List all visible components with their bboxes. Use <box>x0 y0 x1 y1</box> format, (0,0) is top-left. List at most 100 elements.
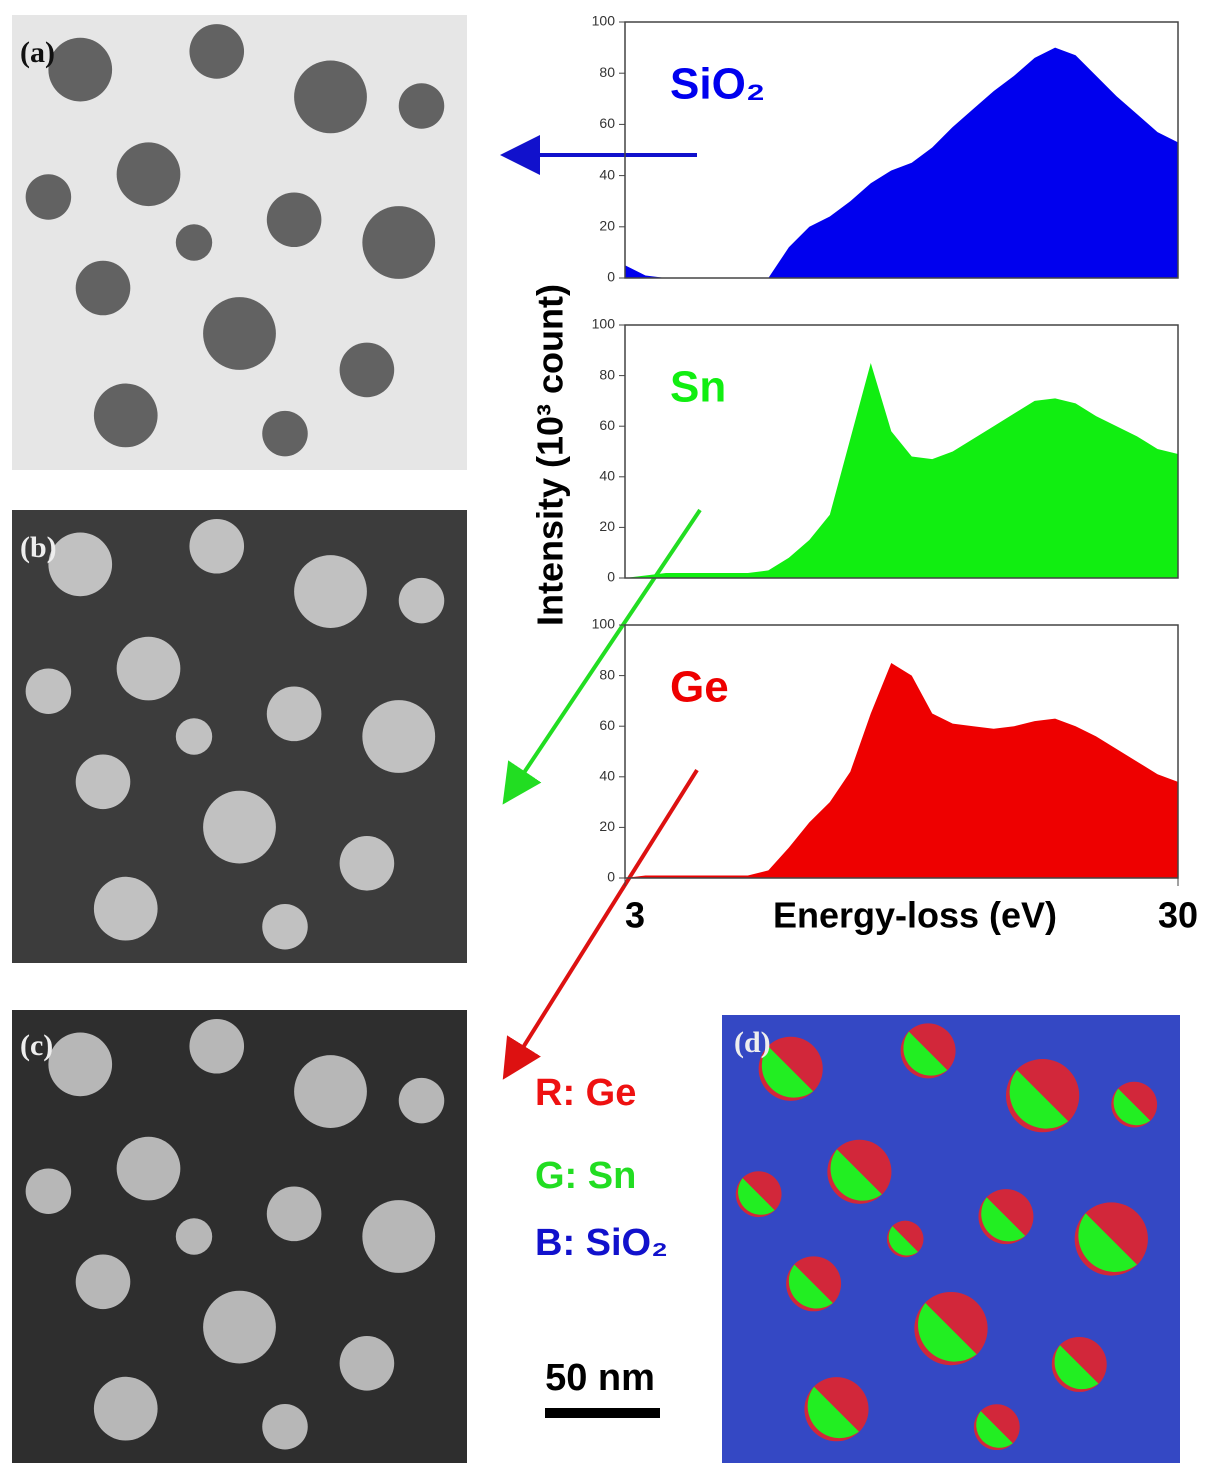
particle-half <box>981 1197 1026 1242</box>
y-tick-label: 40 <box>599 468 615 484</box>
particle-half <box>918 1302 977 1362</box>
legend-entry: B: SiO₂ <box>535 1222 668 1264</box>
y-tick-label: 40 <box>599 166 615 182</box>
plot-frame <box>624 624 1179 879</box>
particle <box>48 37 113 102</box>
panel-label: (a) <box>20 36 55 69</box>
particle-half <box>830 1149 882 1201</box>
particle <box>398 1077 445 1124</box>
area <box>625 47 1178 278</box>
y-tick-label: 80 <box>599 666 615 682</box>
particle <box>75 260 131 316</box>
y-tick-label: 60 <box>599 115 615 131</box>
particle-half <box>1078 1213 1137 1272</box>
y-axis-label: Intensity (10³ count) <box>530 284 571 626</box>
particle <box>262 410 308 457</box>
scale-bar <box>545 1408 660 1418</box>
particle <box>175 1218 213 1255</box>
particle <box>362 206 436 279</box>
particle <box>262 1404 308 1450</box>
particle <box>189 1018 245 1074</box>
particle <box>203 297 276 370</box>
x-tick-label: 3 <box>625 895 645 936</box>
particle <box>25 668 72 714</box>
y-tick-label: 0 <box>607 869 615 885</box>
y-tick-label: 40 <box>599 768 615 784</box>
series-label: Ge <box>670 663 729 712</box>
particle <box>116 636 181 701</box>
y-tick-label: 0 <box>607 269 615 285</box>
particle <box>266 1186 322 1242</box>
x-tick-label: 30 <box>1158 895 1198 936</box>
particle <box>93 1376 158 1441</box>
particle <box>398 577 445 624</box>
particle <box>362 700 436 773</box>
y-tick-label: 20 <box>599 218 615 234</box>
particle-half <box>1009 1069 1069 1129</box>
particle-half <box>1054 1345 1099 1390</box>
particle <box>398 83 445 129</box>
y-tick-label: 20 <box>599 518 615 534</box>
particle-half <box>807 1386 859 1439</box>
particle <box>93 876 158 941</box>
particle <box>25 174 72 220</box>
particle <box>339 342 395 398</box>
y-tick-label: 0 <box>607 569 615 585</box>
y-tick-label: 60 <box>599 417 615 433</box>
particle <box>362 1200 436 1273</box>
particle <box>262 904 308 950</box>
particle-half <box>1113 1088 1151 1126</box>
particle-half <box>903 1031 948 1076</box>
legend-entry: G: Sn <box>535 1155 636 1197</box>
plot-frame <box>624 324 1179 579</box>
particle-half <box>761 1046 814 1098</box>
area <box>625 362 1178 578</box>
particle <box>189 518 245 574</box>
rgb-legend: R: Ge G: Sn B: SiO₂ <box>535 1072 668 1264</box>
panel-label: (c) <box>20 1029 53 1062</box>
legend-entry: R: Ge <box>535 1072 636 1114</box>
particle-half <box>738 1178 775 1215</box>
series-label: Sn <box>670 363 726 412</box>
particle <box>339 836 395 891</box>
arrow <box>502 508 702 805</box>
particle <box>48 532 113 597</box>
particle <box>116 142 181 207</box>
scale-bar-label: 50 nm <box>545 1357 655 1399</box>
particle <box>294 555 367 628</box>
particle <box>175 224 213 261</box>
particle <box>266 686 322 742</box>
panel-label: (b) <box>20 531 57 564</box>
particle <box>266 192 322 248</box>
particle <box>203 790 276 864</box>
x-axis-label: Energy-loss (eV) <box>773 895 1057 936</box>
particle <box>203 1290 276 1364</box>
particle-half <box>976 1411 1013 1448</box>
particle <box>175 718 213 755</box>
series-label: SiO₂ <box>670 60 765 109</box>
particle <box>25 1168 72 1214</box>
particle <box>189 24 245 79</box>
plot-frame <box>624 21 1179 279</box>
particles <box>25 24 1158 1451</box>
particle <box>294 1055 367 1128</box>
particle-half <box>788 1264 833 1309</box>
arrow <box>502 768 699 1080</box>
particle <box>75 754 131 810</box>
panel-label: (d) <box>734 1026 771 1059</box>
y-tick-label: 100 <box>592 616 616 632</box>
y-tick-label: 60 <box>599 717 615 733</box>
y-tick-label: 100 <box>592 316 616 332</box>
particle-half <box>888 1226 919 1256</box>
particle <box>48 1032 113 1097</box>
particle <box>339 1336 395 1391</box>
y-tick-label: 100 <box>592 13 616 29</box>
particle <box>294 60 367 134</box>
particle <box>93 383 158 448</box>
y-tick-label: 20 <box>599 818 615 834</box>
y-tick-label: 80 <box>599 366 615 382</box>
particle <box>116 1136 181 1201</box>
area <box>625 662 1178 878</box>
particle <box>75 1254 131 1310</box>
